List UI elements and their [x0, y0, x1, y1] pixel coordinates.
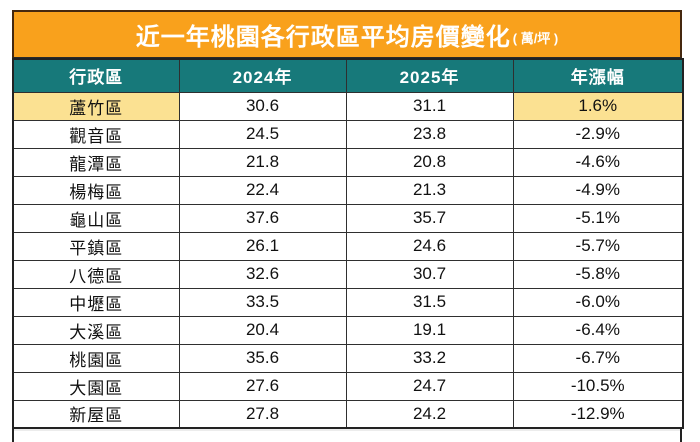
cell-district: 觀音區 — [12, 119, 180, 149]
cell-change: -12.9% — [512, 399, 684, 429]
cell-2025: 31.1 — [345, 91, 514, 121]
table-title: 近一年桃園各行政區平均房價變化 — [135, 24, 511, 51]
cell-2024: 27.8 — [178, 399, 347, 429]
cell-change: -5.1% — [512, 203, 684, 233]
column-header-change: 年漲幅 — [512, 58, 684, 93]
cell-change: 1.6% — [512, 91, 684, 121]
cell-2024: 35.6 — [178, 343, 347, 373]
cell-2025: 31.5 — [345, 287, 514, 317]
cutoff-footer-row — [12, 429, 682, 442]
cell-2025: 24.6 — [345, 231, 514, 261]
table-row: 八德區 32.6 30.7 -5.8% — [12, 259, 684, 289]
cell-change: -6.4% — [512, 315, 684, 345]
cell-district: 桃園區 — [12, 343, 180, 373]
price-change-table: 近一年桃園各行政區平均房價變化 ( 萬/坪 ) 行政區 2024年 2025年 … — [12, 10, 684, 442]
cell-2025: 20.8 — [345, 147, 514, 177]
table-title-unit: ( 萬/坪 ) — [512, 31, 559, 46]
cell-change: -5.7% — [512, 231, 684, 261]
column-header-2025: 2025年 — [345, 58, 514, 93]
cell-district: 平鎮區 — [12, 231, 180, 261]
cell-2024: 32.6 — [178, 259, 347, 289]
table-row: 楊梅區 22.4 21.3 -4.9% — [12, 175, 684, 205]
table-body: 蘆竹區 30.6 31.1 1.6% 觀音區 24.5 23.8 -2.9% 龍潭區 21.8 20… — [12, 91, 684, 429]
cell-change: -4.6% — [512, 147, 684, 177]
cell-2024: 27.6 — [178, 371, 347, 401]
cell-district: 大溪區 — [12, 315, 180, 345]
table-row: 平鎮區 26.1 24.6 -5.7% — [12, 231, 684, 261]
table-row: 大園區 27.6 24.7 -10.5% — [12, 371, 684, 401]
cell-2024: 20.4 — [178, 315, 347, 345]
cell-district: 中壢區 — [12, 287, 180, 317]
cell-district: 龜山區 — [12, 203, 180, 233]
cell-change: -6.0% — [512, 287, 684, 317]
table-row: 中壢區 33.5 31.5 -6.0% — [12, 287, 684, 317]
cell-2024: 22.4 — [178, 175, 347, 205]
column-header-2024: 2024年 — [178, 58, 347, 93]
table-title-bar: 近一年桃園各行政區平均房價變化 ( 萬/坪 ) — [12, 10, 682, 58]
cell-2025: 35.7 — [345, 203, 514, 233]
cell-2025: 23.8 — [345, 119, 514, 149]
column-header-district: 行政區 — [12, 58, 180, 93]
cell-change: -5.8% — [512, 259, 684, 289]
cell-district: 八德區 — [12, 259, 180, 289]
cell-district: 蘆竹區 — [12, 91, 180, 121]
cell-change: -6.7% — [512, 343, 684, 373]
cell-2025: 19.1 — [345, 315, 514, 345]
cell-change: -4.9% — [512, 175, 684, 205]
cell-district: 新屋區 — [12, 399, 180, 429]
cell-2024: 37.6 — [178, 203, 347, 233]
cell-2025: 21.3 — [345, 175, 514, 205]
cell-2025: 33.2 — [345, 343, 514, 373]
cell-district: 楊梅區 — [12, 175, 180, 205]
district-price-table: 行政區 2024年 2025年 年漲幅 蘆竹區 30.6 31.1 1.6% 觀音區 24… — [12, 58, 684, 429]
cell-district: 大園區 — [12, 371, 180, 401]
cell-2024: 33.5 — [178, 287, 347, 317]
cell-2025: 24.2 — [345, 399, 514, 429]
table-row: 新屋區 27.8 24.2 -12.9% — [12, 399, 684, 429]
cell-2024: 21.8 — [178, 147, 347, 177]
cell-change: -10.5% — [512, 371, 684, 401]
cell-2024: 30.6 — [178, 91, 347, 121]
cell-change: -2.9% — [512, 119, 684, 149]
header-row: 行政區 2024年 2025年 年漲幅 — [12, 58, 684, 93]
cell-2024: 24.5 — [178, 119, 347, 149]
table-row: 大溪區 20.4 19.1 -6.4% — [12, 315, 684, 345]
cell-2025: 30.7 — [345, 259, 514, 289]
table-row: 蘆竹區 30.6 31.1 1.6% — [12, 91, 684, 121]
cell-2024: 26.1 — [178, 231, 347, 261]
table-row: 桃園區 35.6 33.2 -6.7% — [12, 343, 684, 373]
table-row: 龍潭區 21.8 20.8 -4.6% — [12, 147, 684, 177]
table-row: 觀音區 24.5 23.8 -2.9% — [12, 119, 684, 149]
cell-district: 龍潭區 — [12, 147, 180, 177]
table-row: 龜山區 37.6 35.7 -5.1% — [12, 203, 684, 233]
cell-2025: 24.7 — [345, 371, 514, 401]
